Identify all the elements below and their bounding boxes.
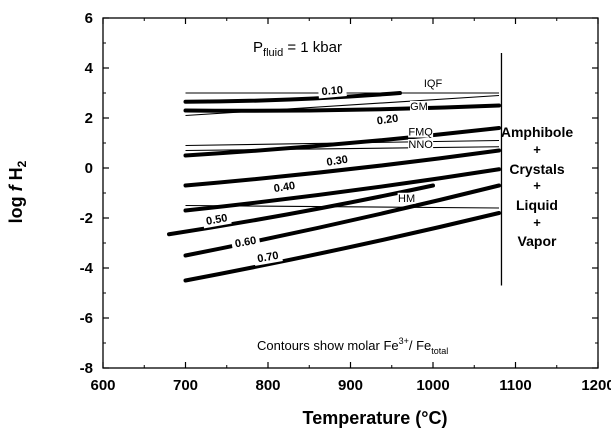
contour-label: 0.10 bbox=[321, 84, 343, 98]
buffer-label-hm: HM bbox=[398, 193, 415, 205]
x-tick-label: 1100 bbox=[499, 377, 532, 394]
contour-label-bg bbox=[253, 249, 283, 266]
contour-label-bg bbox=[202, 211, 232, 229]
lines-layer bbox=[167, 53, 503, 286]
contour-label: 0.50 bbox=[205, 212, 228, 228]
buffer-label-gm: GM bbox=[410, 101, 428, 113]
buffer-label-bg bbox=[408, 126, 434, 138]
contour-line bbox=[183, 167, 501, 213]
y-tick-label: -8 bbox=[80, 360, 93, 377]
contour-label: 0.60 bbox=[234, 235, 257, 251]
buffer-label-nno: NNO bbox=[408, 139, 433, 151]
y-tick-label: -2 bbox=[80, 210, 93, 227]
axes-layer: 600 700 800 900 1000 1100 1200 -8 -6 -4 -2 0 2 4 6 bbox=[80, 10, 611, 394]
phase-plus: + bbox=[533, 142, 541, 157]
buffer-label-fmq: FMQ bbox=[408, 127, 433, 139]
y-tick-label: 4 bbox=[85, 60, 94, 77]
x-axis-title: Temperature (°C) bbox=[303, 408, 448, 428]
buffer-label-iqf: IQF bbox=[424, 78, 443, 90]
contour-line bbox=[167, 183, 435, 237]
condition-label: Pfluid = 1 kbar bbox=[253, 39, 342, 59]
contour-label: 0.20 bbox=[376, 113, 399, 128]
phase-plus: + bbox=[533, 215, 541, 230]
buffer-label-bg bbox=[420, 77, 446, 89]
x-tick-label: 700 bbox=[173, 377, 198, 394]
x-tick-label: 800 bbox=[255, 377, 280, 394]
plot-frame bbox=[102, 17, 599, 369]
contour-label: 0.70 bbox=[256, 250, 279, 266]
x-tick-label: 1000 bbox=[416, 377, 449, 394]
y-tick-label: 0 bbox=[85, 160, 93, 177]
contour-line bbox=[183, 103, 501, 113]
contour-line bbox=[183, 91, 402, 104]
contour-label: 0.40 bbox=[273, 180, 296, 195]
contour-label-bg bbox=[322, 153, 353, 170]
contour-line bbox=[183, 148, 501, 188]
phase-label-vapor: Vapor bbox=[518, 233, 557, 249]
phase-label-amphibole: Amphibole bbox=[501, 124, 574, 140]
buffer-line-nno bbox=[185, 146, 500, 152]
phase-plus: + bbox=[533, 178, 541, 193]
contour-line bbox=[183, 183, 501, 258]
y-tick-label: -4 bbox=[80, 260, 94, 277]
x-tick-label: 900 bbox=[338, 377, 363, 394]
note-label: Contours show molar Fe3+/ Fetotal bbox=[257, 336, 448, 356]
contour-label-bg bbox=[230, 234, 261, 251]
contour-line bbox=[183, 211, 501, 283]
buffer-label-bg bbox=[397, 192, 416, 204]
contour-line bbox=[183, 126, 501, 158]
y-axis-title: log f H2 bbox=[6, 160, 29, 223]
y-tick-label: 2 bbox=[85, 110, 93, 127]
y-tick-label: -6 bbox=[80, 310, 93, 327]
contour-label: 0.30 bbox=[326, 154, 349, 169]
y-tick-label: 6 bbox=[85, 10, 93, 27]
buffer-label-bg bbox=[409, 101, 428, 112]
phase-label-crystals: Crystals bbox=[509, 161, 564, 177]
x-tick-label: 1200 bbox=[581, 377, 611, 394]
buffer-label-bg bbox=[408, 139, 434, 150]
contour-label-bg bbox=[317, 84, 347, 99]
x-tick-label: 600 bbox=[90, 377, 115, 394]
phase-label-liquid: Liquid bbox=[516, 197, 558, 213]
contour-label-bg bbox=[269, 179, 300, 196]
contour-label-bg bbox=[372, 112, 403, 128]
